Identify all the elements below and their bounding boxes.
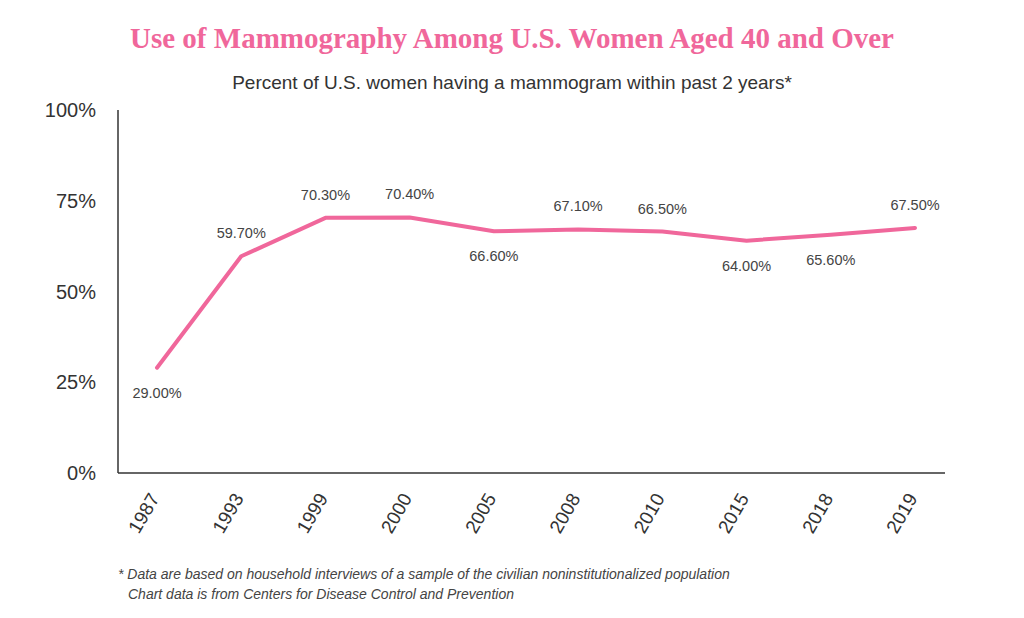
data-label: 70.30%: [301, 187, 350, 203]
data-label: 66.60%: [469, 248, 518, 264]
x-tick-label: 2000: [377, 490, 416, 537]
data-label: 59.70%: [217, 225, 266, 241]
data-line: [157, 217, 915, 367]
subtitle: Percent of U.S. women having a mammogram…: [232, 72, 792, 93]
x-tick-label: 2015: [714, 490, 753, 537]
x-tick-label: 1993: [208, 490, 247, 537]
data-label: 66.50%: [638, 201, 687, 217]
data-label: 67.50%: [890, 197, 939, 213]
y-tick-label: 100%: [45, 99, 96, 121]
data-label: 67.10%: [554, 198, 603, 214]
x-tick-label: 2010: [629, 490, 668, 537]
chart: Use of Mammography Among U.S. Women Aged…: [0, 0, 1024, 618]
footnote: * Data are based on household interviews…: [118, 566, 730, 582]
data-label: 65.60%: [806, 252, 855, 268]
y-tick-label: 50%: [56, 281, 96, 303]
data-label: 64.00%: [722, 258, 771, 274]
data-label: 70.40%: [385, 186, 434, 202]
plot-area: [157, 217, 915, 367]
y-tick-label: 75%: [56, 190, 96, 212]
x-axis: [118, 472, 945, 474]
x-tick-label: 1987: [124, 490, 163, 537]
y-tick-label: 0%: [67, 462, 96, 484]
data-label: 29.00%: [132, 385, 181, 401]
y-tick-label: 25%: [56, 371, 96, 393]
footnote: Chart data is from Centers for Disease C…: [128, 586, 514, 602]
x-tick-label: 2019: [882, 490, 921, 537]
x-tick-label: 2018: [798, 490, 837, 537]
x-tick-label: 2005: [461, 490, 500, 537]
title: Use of Mammography Among U.S. Women Aged…: [130, 22, 894, 54]
x-tick-label: 1999: [293, 490, 332, 537]
x-tick-label: 2008: [545, 490, 584, 537]
y-axis: [117, 110, 119, 473]
